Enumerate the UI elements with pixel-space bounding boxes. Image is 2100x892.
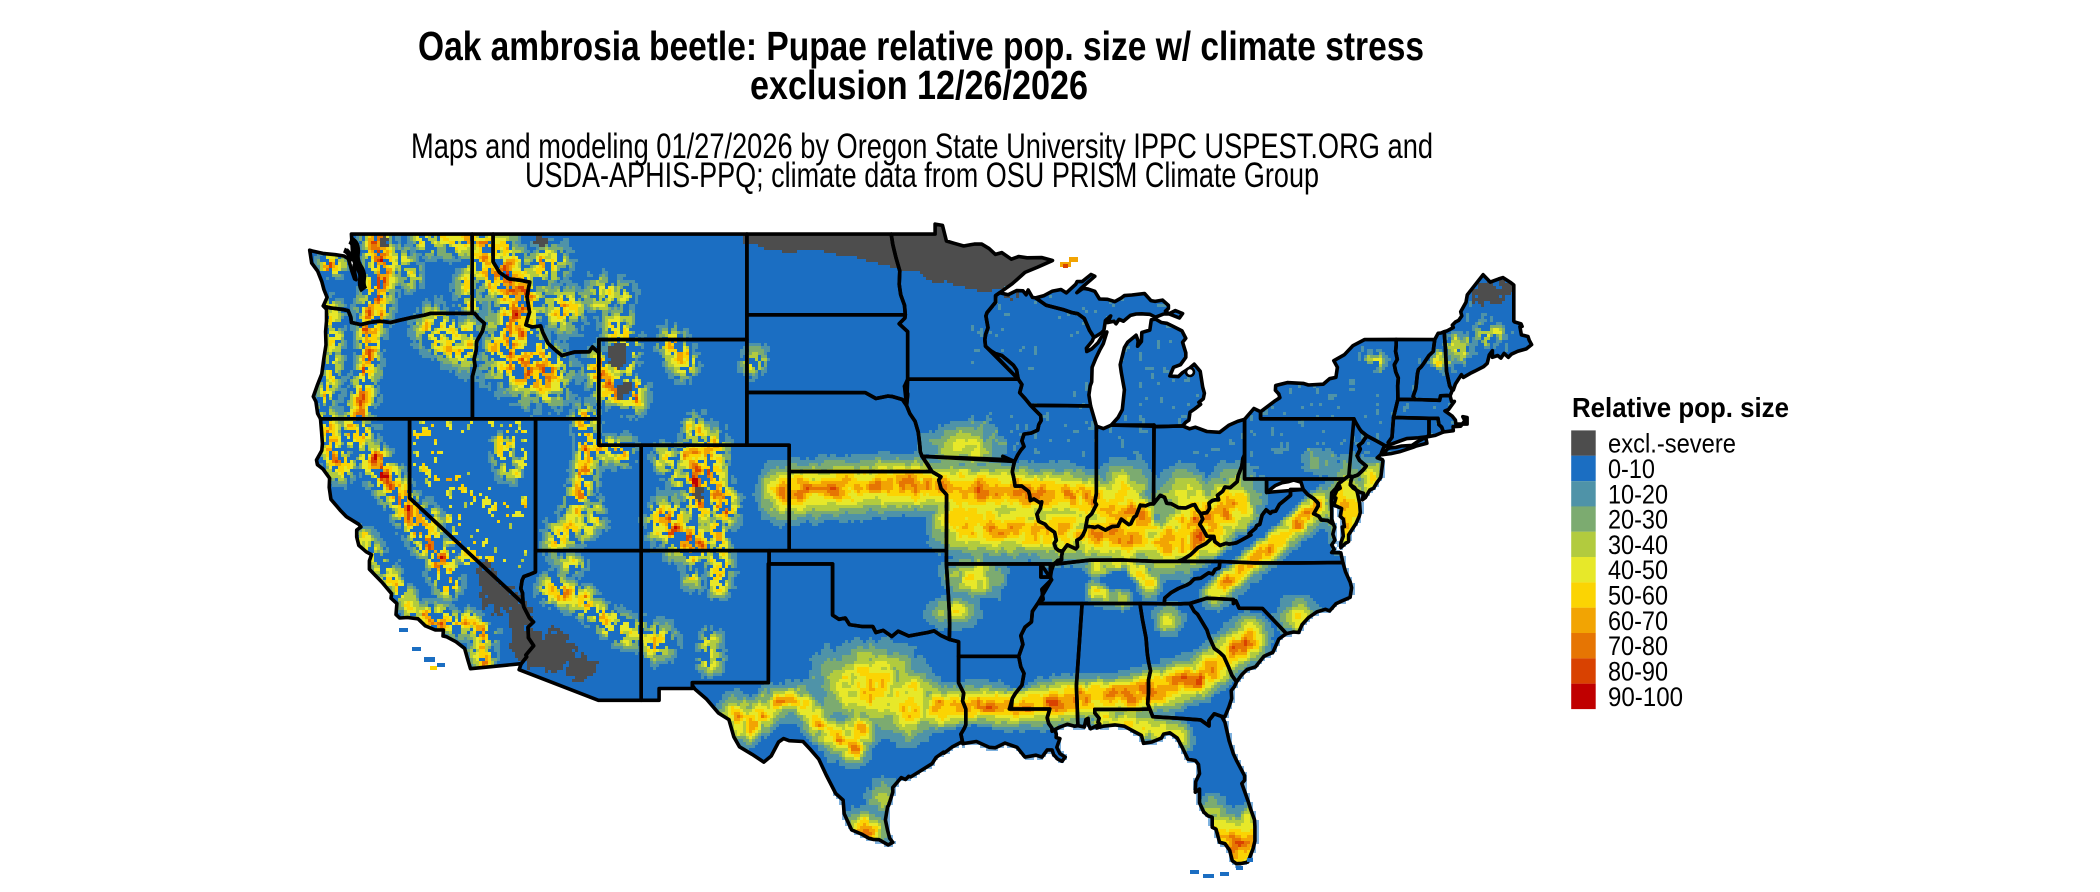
svg-text:90-100: 90-100 — [1608, 682, 1683, 712]
svg-text:excl.-severe: excl.-severe — [1608, 429, 1736, 459]
svg-text:0-10: 0-10 — [1608, 454, 1655, 484]
svg-text:Oak ambrosia beetle: Pupae rel: Oak ambrosia beetle: Pupae relative pop.… — [418, 23, 1424, 69]
svg-text:50-60: 50-60 — [1608, 581, 1668, 611]
svg-text:USDA-APHIS-PPQ; climate data f: USDA-APHIS-PPQ; climate data from OSU PR… — [525, 156, 1319, 195]
svg-text:60-70: 60-70 — [1608, 606, 1668, 636]
svg-text:20-30: 20-30 — [1608, 505, 1668, 535]
svg-text:40-50: 40-50 — [1608, 555, 1668, 585]
svg-text:Relative pop. size: Relative pop. size — [1572, 392, 1789, 423]
svg-text:Maps and modeling 01/27/2026 b: Maps and modeling 01/27/2026 by Oregon S… — [411, 127, 1433, 166]
svg-text:80-90: 80-90 — [1608, 657, 1668, 687]
svg-text:70-80: 70-80 — [1608, 631, 1668, 661]
svg-text:30-40: 30-40 — [1608, 530, 1668, 560]
svg-text:exclusion 12/26/2026: exclusion 12/26/2026 — [750, 62, 1088, 108]
svg-text:10-20: 10-20 — [1608, 479, 1668, 509]
